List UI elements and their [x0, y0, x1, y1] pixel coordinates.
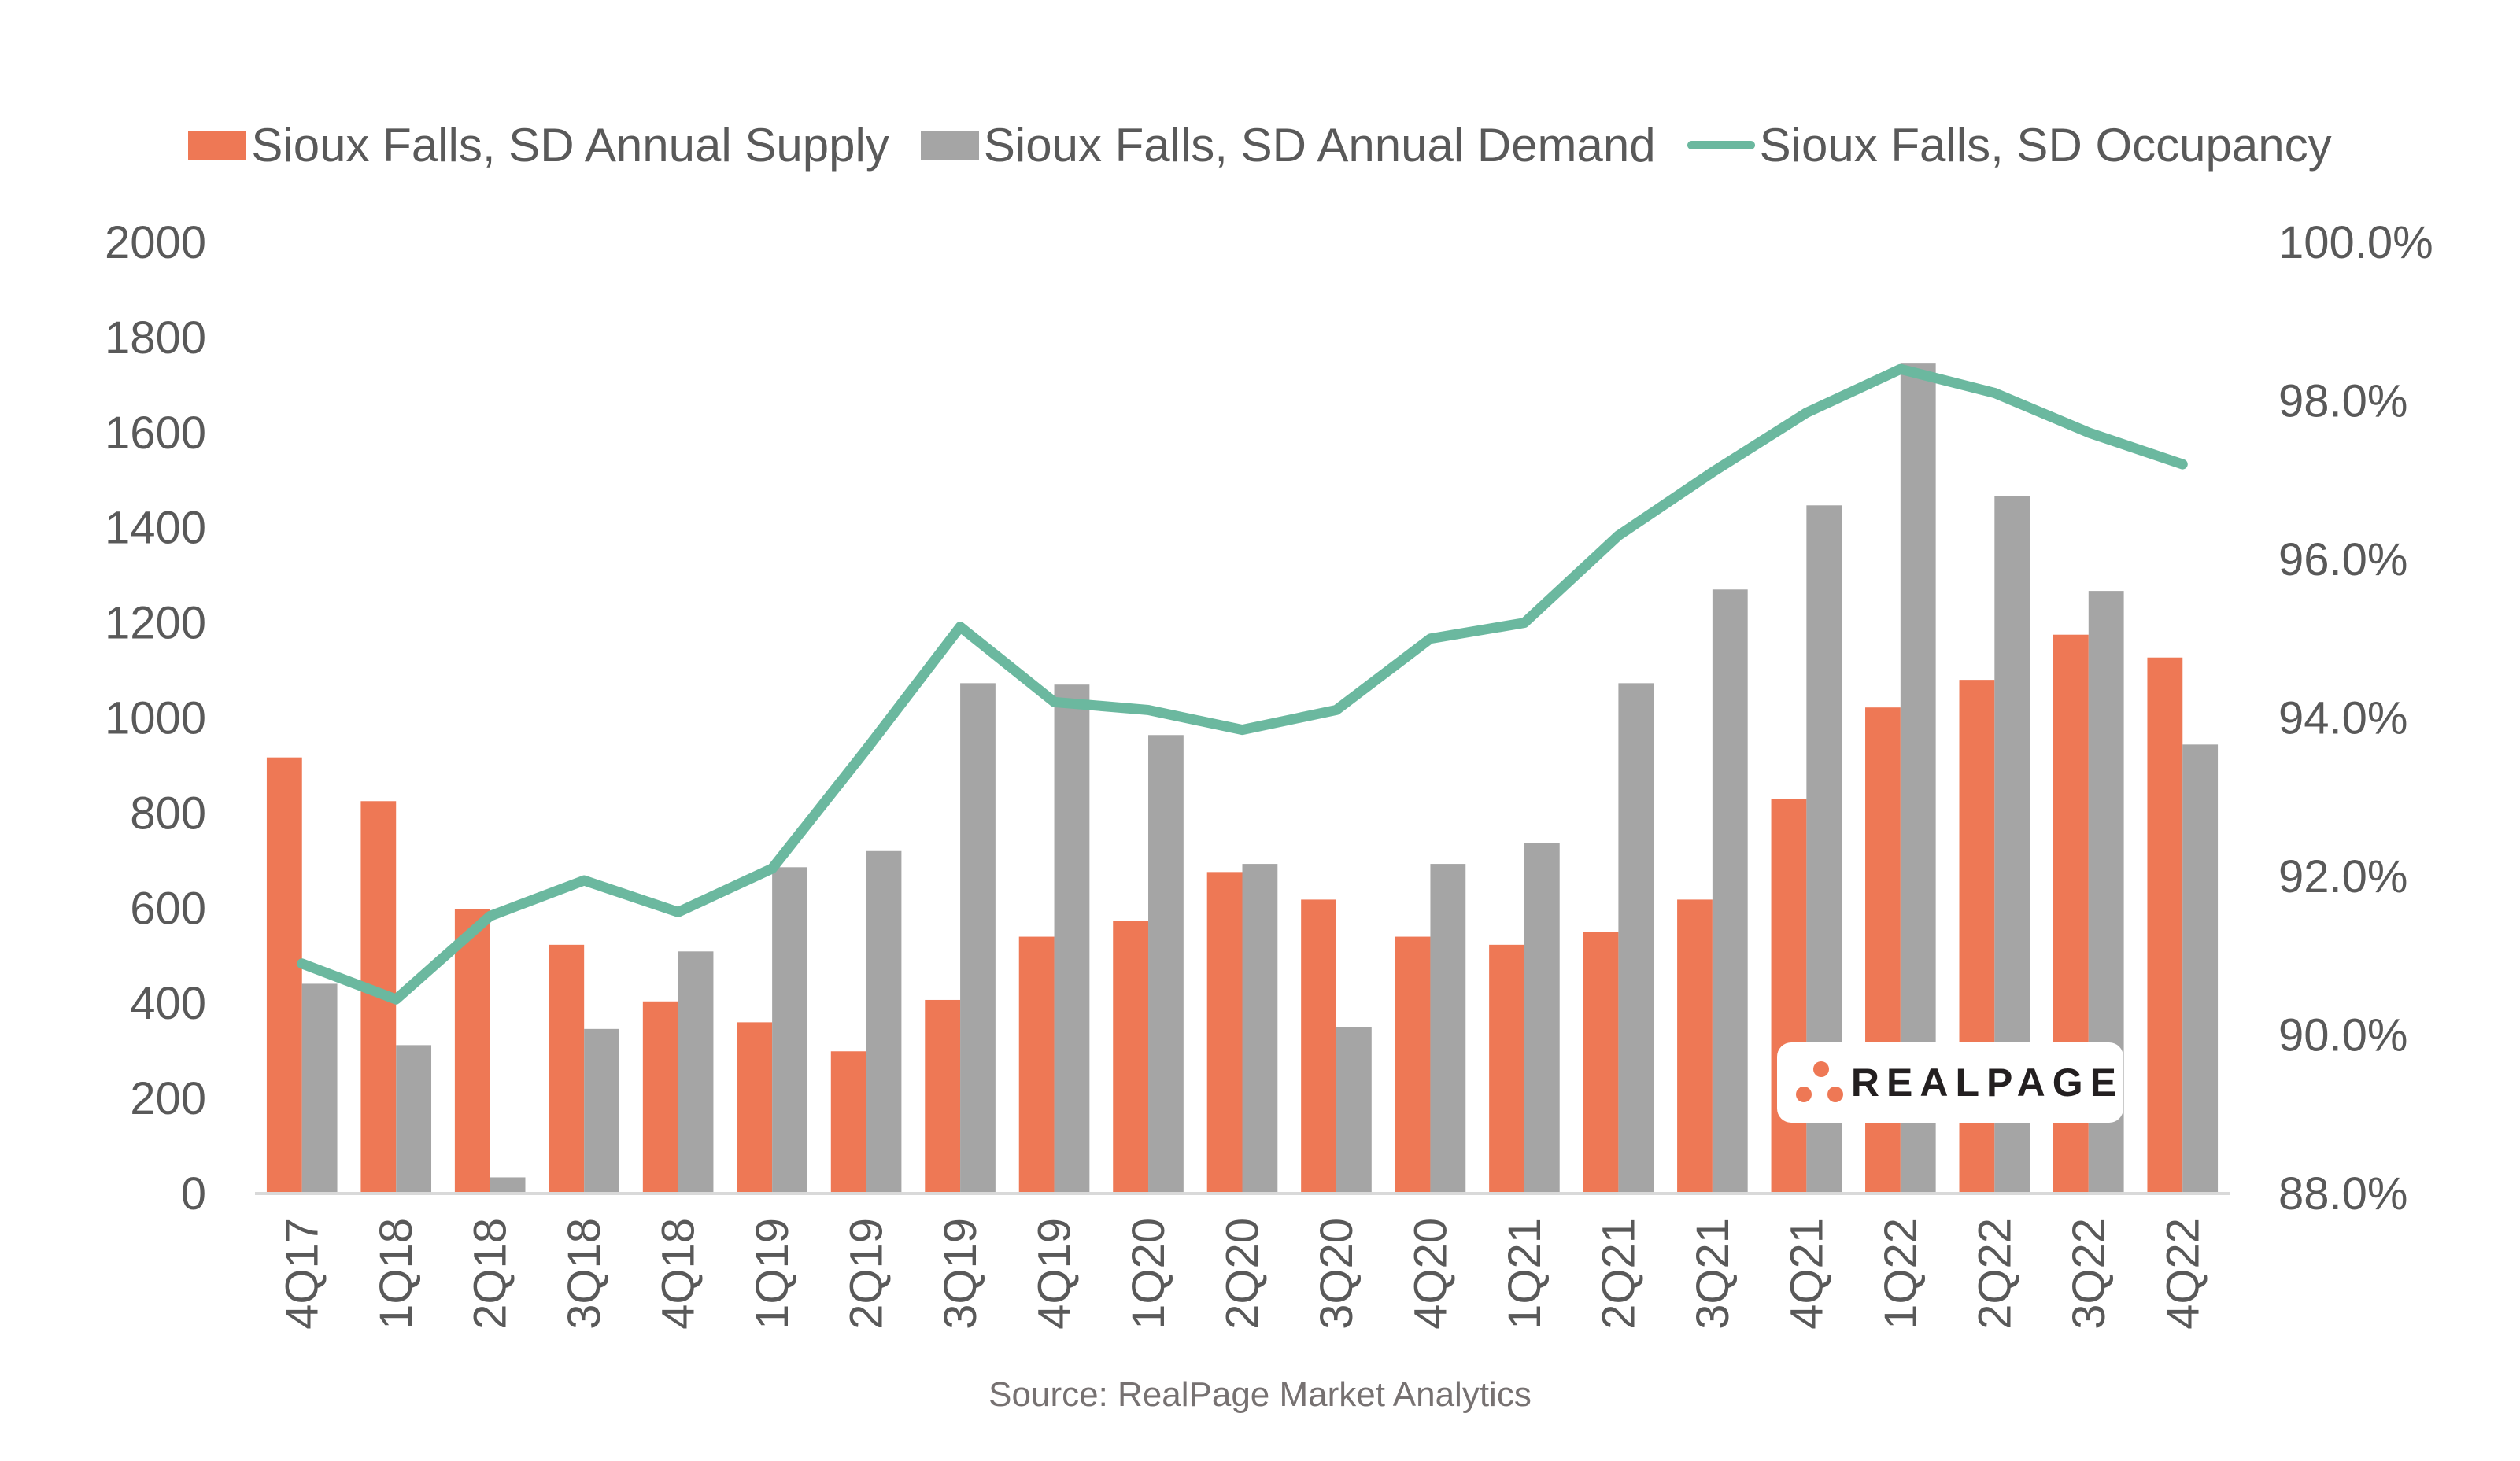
demand-bar-2Q19 [866, 850, 902, 1194]
legend-label-demand: Sioux Falls, SD Annual Demand [983, 119, 1656, 172]
supply-bar-3Q19 [925, 999, 961, 1194]
y-tick-label: 1400 [105, 503, 206, 554]
supply-bar-4Q21 [1771, 799, 1807, 1194]
x-tick-label: 1Q19 [747, 1218, 798, 1330]
x-axis-labels: 4Q17 1Q18 2Q18 3Q18 4Q18 1Q19 2Q19 3Q19 4Q19 1Q20… [277, 1218, 2209, 1330]
x-tick-label: 3Q22 [2064, 1218, 2115, 1330]
demand-bar-2Q18 [490, 1177, 526, 1194]
y-tick-label: 2000 [105, 217, 206, 268]
x-tick-label: 3Q18 [559, 1218, 610, 1330]
legend-label-occupancy: Sioux Falls, SD Occupancy [1759, 119, 2332, 172]
realpage-logo: REALPAGE [1777, 1042, 2123, 1123]
supply-bar-2Q19 [830, 1051, 866, 1194]
y2-tick-label: 100.0% [2278, 217, 2433, 268]
supply-bar-2Q18 [454, 909, 490, 1194]
legend-item-supply: Sioux Falls, SD Annual Supply [188, 118, 889, 172]
supply-bar-4Q20 [1395, 936, 1431, 1194]
y-tick-label: 600 [130, 883, 206, 934]
demand-bar-3Q18 [584, 1028, 619, 1194]
legend-swatch-demand [920, 130, 979, 160]
chart-legend: Sioux Falls, SD Annual Supply Sioux Fall… [0, 118, 2520, 172]
legend-swatch-occupancy [1687, 141, 1755, 149]
x-tick-label: 2Q18 [465, 1218, 516, 1330]
demand-bar-3Q19 [960, 683, 996, 1194]
legend-label-supply: Sioux Falls, SD Annual Supply [251, 119, 889, 172]
demand-bar-3Q20 [1336, 1027, 1372, 1194]
y-tick-label: 1800 [105, 312, 206, 363]
demand-bar-4Q22 [2182, 744, 2219, 1194]
x-tick-label: 1Q20 [1123, 1218, 1174, 1330]
y2-tick-label: 90.0% [2278, 1010, 2407, 1061]
y-tick-label: 1600 [105, 408, 206, 459]
y-tick-label: 0 [181, 1168, 206, 1219]
logo-wordmark: REALPAGE [1850, 1061, 2123, 1105]
bars-layer [266, 363, 2219, 1194]
x-tick-label: 3Q20 [1311, 1218, 1362, 1330]
x-tick-label: 1Q22 [1875, 1218, 1927, 1330]
x-tick-label: 2Q22 [1969, 1218, 2020, 1330]
demand-bar-1Q19 [772, 867, 807, 1194]
x-tick-label: 2Q20 [1218, 1218, 1269, 1330]
x-tick-label: 4Q22 [2157, 1218, 2208, 1330]
demand-bar-3Q21 [1712, 589, 1748, 1194]
x-tick-label: 3Q21 [1687, 1218, 1739, 1330]
y-tick-label: 200 [130, 1073, 206, 1124]
y2-tick-label: 92.0% [2278, 851, 2407, 902]
y-tick-label: 1000 [105, 693, 206, 744]
y2-tick-label: 94.0% [2278, 693, 2407, 744]
demand-bar-2Q21 [1618, 683, 1654, 1194]
supply-bar-1Q20 [1113, 921, 1149, 1194]
demand-bar-1Q18 [396, 1045, 432, 1194]
x-tick-label: 4Q21 [1781, 1218, 1832, 1330]
demand-bar-1Q21 [1524, 843, 1560, 1194]
y-axis-right: 88.0% 90.0% 92.0% 94.0% 96.0% 98.0% 100.0% [2278, 217, 2433, 1219]
y-tick-label: 800 [130, 788, 206, 839]
supply-bar-3Q21 [1677, 899, 1713, 1194]
x-tick-label: 4Q17 [277, 1218, 328, 1330]
supply-bar-2Q21 [1583, 932, 1619, 1194]
demand-bar-4Q19 [1054, 684, 1090, 1194]
supply-bar-4Q19 [1018, 936, 1055, 1194]
x-tick-label: 3Q19 [935, 1218, 986, 1330]
supply-bar-4Q17 [266, 757, 302, 1194]
x-tick-label: 4Q19 [1029, 1218, 1081, 1330]
demand-bar-4Q18 [678, 951, 714, 1194]
supply-bar-1Q19 [737, 1022, 773, 1194]
source-note: Source: RealPage Market Analytics [988, 1375, 1532, 1414]
x-tick-label: 2Q19 [841, 1218, 892, 1330]
y2-tick-label: 88.0% [2278, 1168, 2407, 1219]
x-tick-label: 1Q18 [371, 1218, 422, 1330]
legend-swatch-supply [188, 130, 247, 160]
legend-item-occupancy: Sioux Falls, SD Occupancy [1687, 118, 2332, 172]
x-tick-label: 1Q21 [1499, 1218, 1550, 1330]
demand-bar-4Q20 [1430, 864, 1466, 1194]
demand-bar-2Q20 [1242, 864, 1278, 1194]
demand-bar-4Q17 [301, 983, 338, 1194]
x-tick-label: 4Q20 [1405, 1218, 1456, 1330]
y-axis-left: 0 200 400 600 800 1000 1200 1400 1600 1800 2000 [105, 217, 206, 1219]
y-tick-label: 1200 [105, 598, 206, 649]
supply-bar-1Q21 [1489, 944, 1524, 1194]
legend-item-demand: Sioux Falls, SD Annual Demand [920, 118, 1656, 172]
supply-bar-3Q20 [1301, 899, 1336, 1194]
y-tick-label: 400 [130, 978, 206, 1029]
demand-bar-1Q20 [1148, 735, 1184, 1194]
occupancy-line-layer [297, 363, 2188, 1005]
y2-tick-label: 98.0% [2278, 376, 2407, 427]
supply-bar-4Q18 [642, 1001, 678, 1194]
logo-dots-icon [1790, 1055, 1851, 1110]
supply-bar-2Q20 [1206, 872, 1243, 1194]
x-tick-label: 4Q18 [653, 1218, 704, 1330]
y2-tick-label: 96.0% [2278, 534, 2407, 585]
supply-bar-3Q18 [549, 944, 585, 1194]
x-tick-label: 2Q21 [1593, 1218, 1644, 1330]
supply-bar-4Q22 [2147, 657, 2183, 1194]
